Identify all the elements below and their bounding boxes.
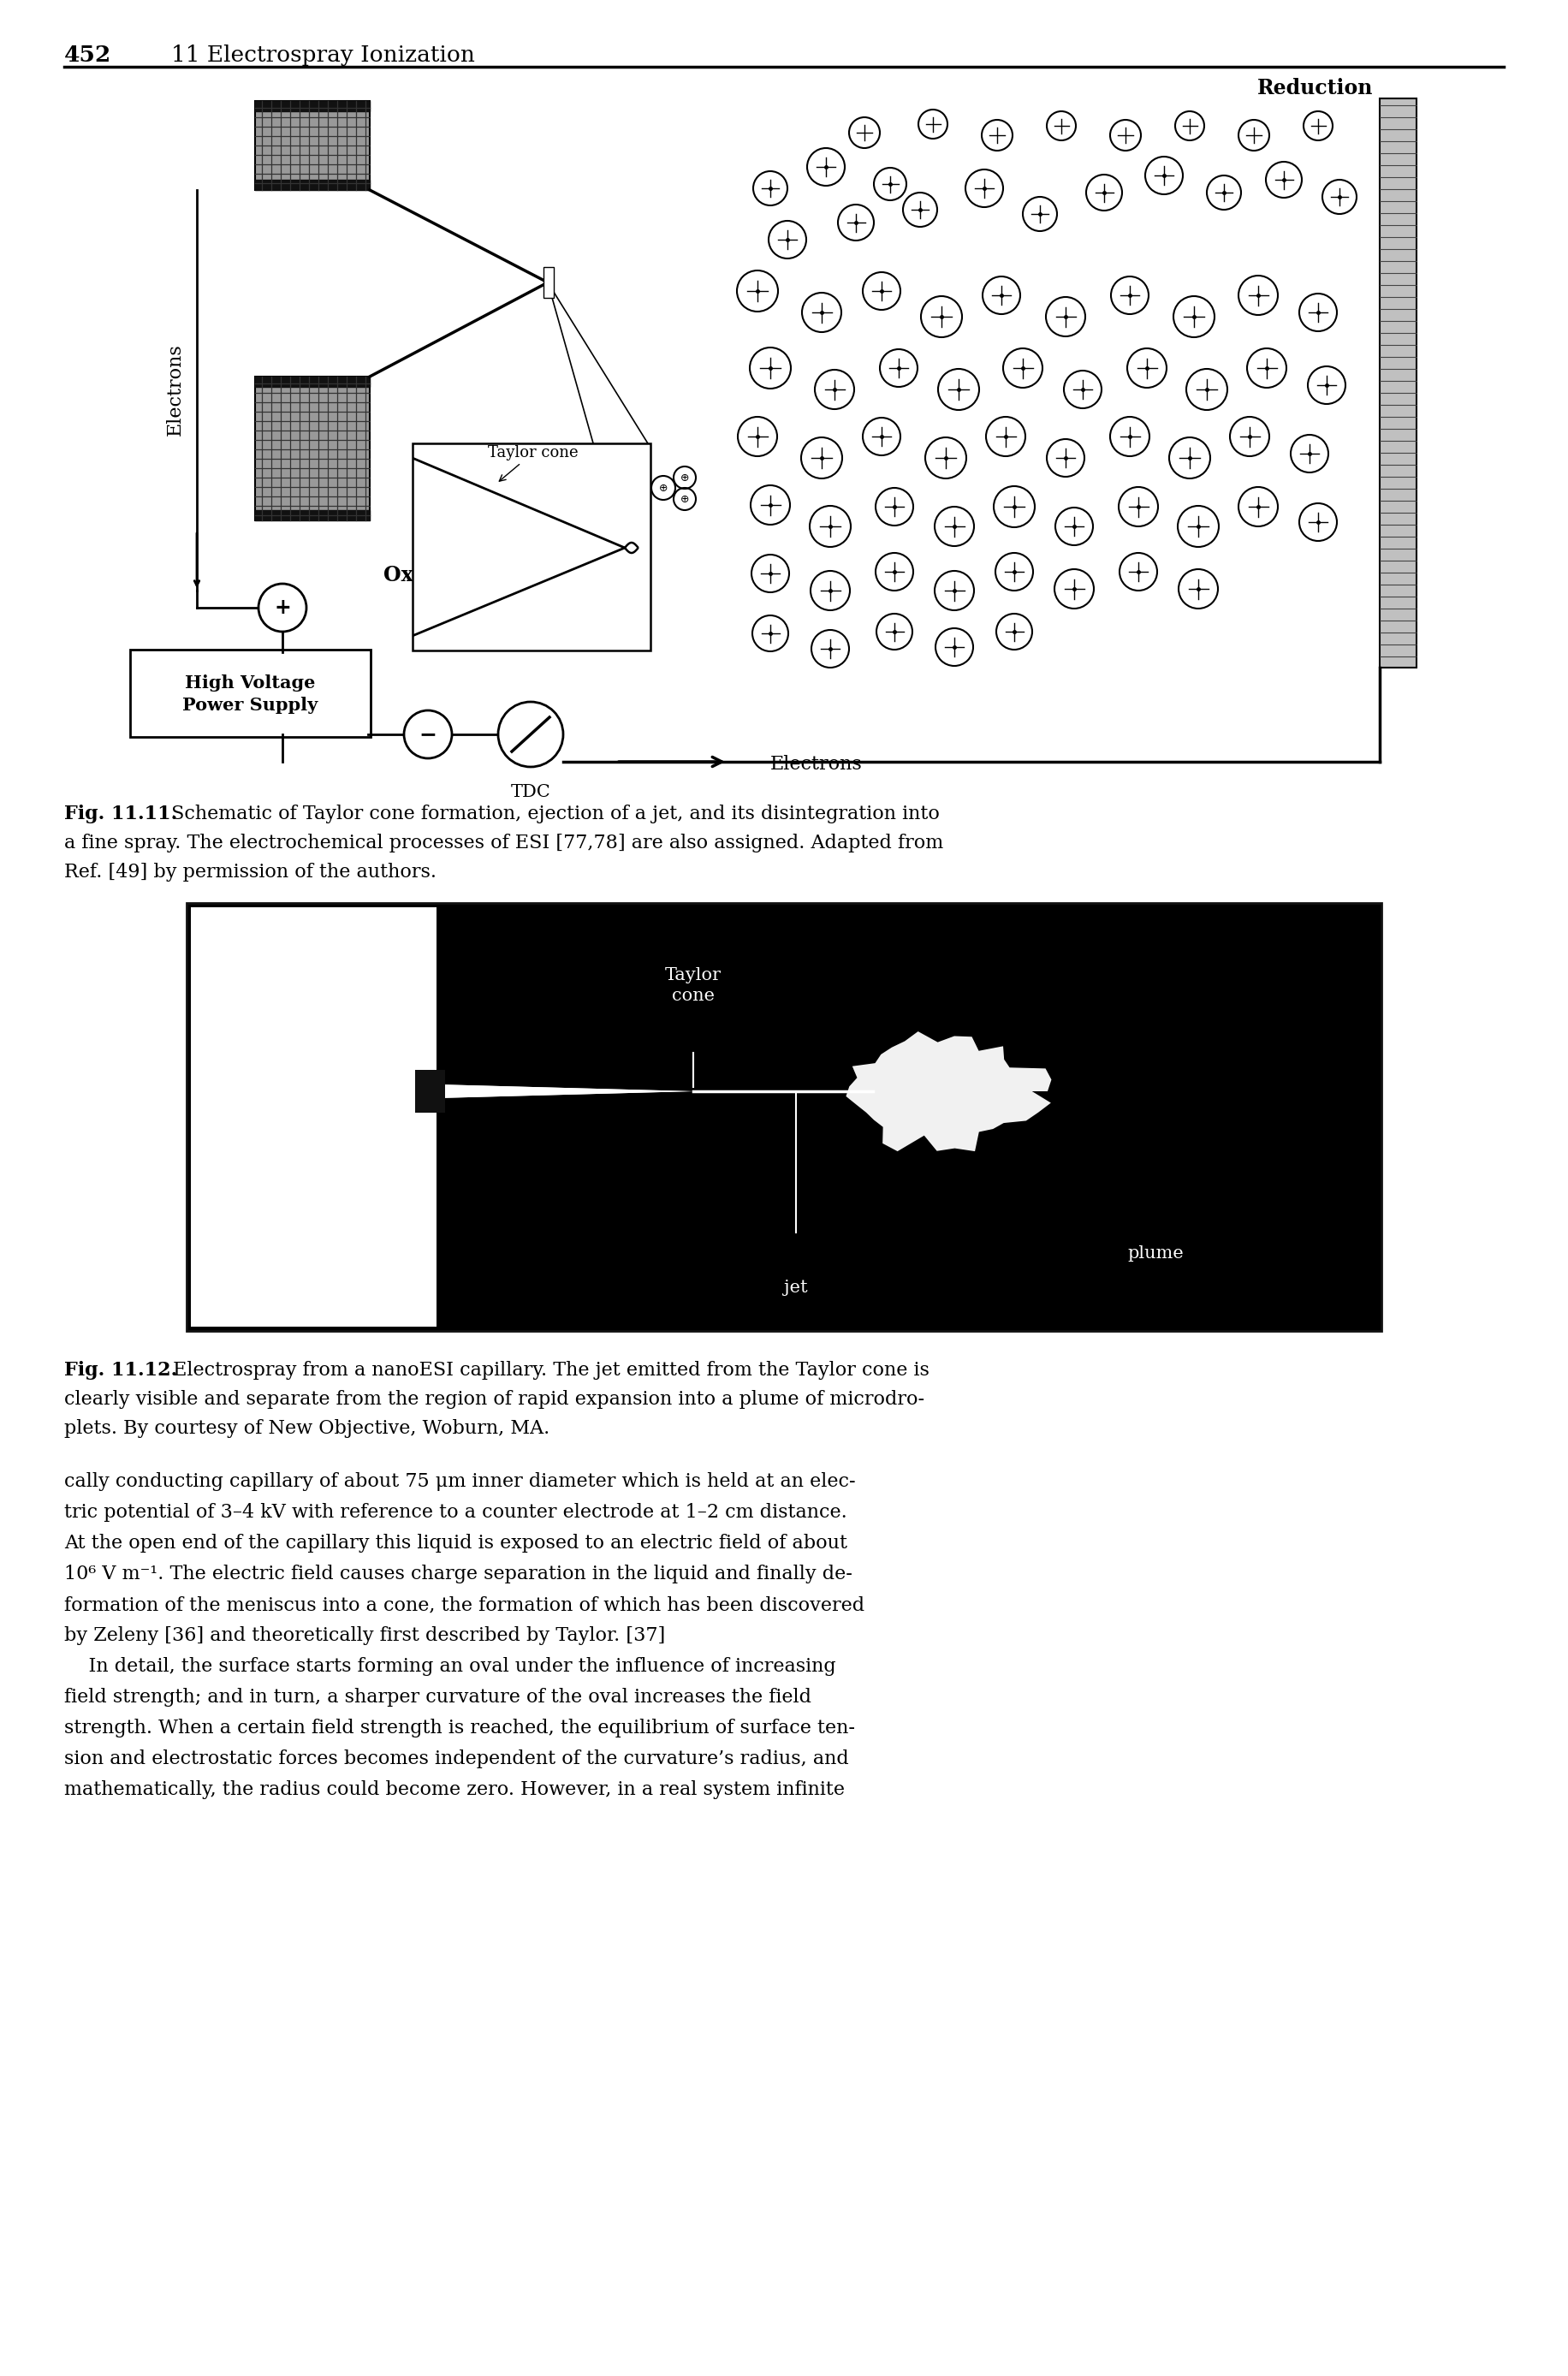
Text: ⊕: ⊕ [659, 482, 668, 494]
FancyBboxPatch shape [1380, 97, 1416, 668]
Text: ⊕: ⊕ [681, 494, 690, 504]
Polygon shape [436, 1083, 693, 1098]
Text: Power Supply: Power Supply [182, 696, 318, 715]
Text: Schematic of Taylor cone formation, ejection of a jet, and its disintegration in: Schematic of Taylor cone formation, ejec… [165, 805, 939, 824]
FancyBboxPatch shape [544, 266, 554, 297]
Text: tric potential of 3–4 kV with reference to a counter electrode at 1–2 cm distanc: tric potential of 3–4 kV with reference … [64, 1504, 847, 1521]
Text: strength. When a certain field strength is reached, the equilibrium of surface t: strength. When a certain field strength … [64, 1718, 855, 1737]
Circle shape [405, 710, 452, 758]
Text: clearly visible and separate from the region of rapid expansion into a plume of : clearly visible and separate from the re… [64, 1390, 925, 1409]
Text: cally conducting capillary of about 75 μm inner diameter which is held at an ele: cally conducting capillary of about 75 μ… [64, 1473, 856, 1492]
Polygon shape [191, 1091, 693, 1326]
FancyBboxPatch shape [416, 1069, 445, 1112]
Text: needle tip: needle tip [314, 1281, 405, 1295]
Text: field strength; and in turn, a sharper curvature of the oval increases the field: field strength; and in turn, a sharper c… [64, 1687, 811, 1706]
Text: 452: 452 [64, 45, 111, 67]
Text: +: + [274, 596, 292, 618]
Text: Fig. 11.11.: Fig. 11.11. [64, 805, 177, 824]
Text: plume: plume [1127, 1245, 1184, 1262]
Polygon shape [191, 908, 693, 1091]
Text: mathematically, the radius could become zero. However, in a real system infinite: mathematically, the radius could become … [64, 1780, 845, 1799]
Circle shape [259, 584, 306, 632]
Text: Oxidation: Oxidation [384, 565, 494, 584]
Text: plets. By courtesy of New Objective, Woburn, MA.: plets. By courtesy of New Objective, Wob… [64, 1418, 550, 1437]
Text: −: − [419, 725, 437, 744]
Text: Taylor cone: Taylor cone [488, 444, 579, 482]
Text: TDC: TDC [511, 784, 550, 801]
FancyBboxPatch shape [256, 378, 370, 520]
Text: Electrons: Electrons [166, 342, 185, 435]
Text: ⊕: ⊕ [681, 473, 690, 482]
Text: Ref. [49] by permission of the authors.: Ref. [49] by permission of the authors. [64, 862, 436, 881]
Polygon shape [847, 1031, 1052, 1152]
FancyBboxPatch shape [191, 1079, 436, 1102]
Text: At the open end of the capillary this liquid is exposed to an electric field of : At the open end of the capillary this li… [64, 1535, 847, 1552]
Text: sion and electrostatic forces becomes independent of the curvature’s radius, and: sion and electrostatic forces becomes in… [64, 1749, 848, 1768]
Text: Electrons: Electrons [770, 756, 862, 775]
Text: Reduction: Reduction [1258, 78, 1374, 97]
FancyBboxPatch shape [412, 444, 651, 651]
Text: In detail, the surface starts forming an oval under the influence of increasing: In detail, the surface starts forming an… [64, 1656, 836, 1675]
Text: Electrospray from a nanoESI capillary. The jet emitted from the Taylor cone is: Electrospray from a nanoESI capillary. T… [166, 1361, 930, 1380]
Text: jet: jet [784, 1281, 808, 1295]
Text: Taylor
cone: Taylor cone [665, 967, 721, 1003]
FancyBboxPatch shape [256, 102, 370, 190]
Text: 10⁶ V m⁻¹. The electric field causes charge separation in the liquid and finally: 10⁶ V m⁻¹. The electric field causes cha… [64, 1566, 853, 1582]
Text: by Zeleny [36] and theoretically first described by Taylor. [37]: by Zeleny [36] and theoretically first d… [64, 1625, 665, 1644]
Text: formation of the meniscus into a cone, the formation of which has been discovere: formation of the meniscus into a cone, t… [64, 1594, 864, 1613]
FancyBboxPatch shape [187, 903, 1381, 1331]
Text: Fig. 11.12.: Fig. 11.12. [64, 1361, 177, 1380]
Circle shape [499, 701, 563, 767]
Text: 11 Electrospray Ionization: 11 Electrospray Ionization [171, 45, 475, 67]
Text: a fine spray. The electrochemical processes of ESI [77,78] are also assigned. Ad: a fine spray. The electrochemical proces… [64, 834, 944, 853]
Text: High Voltage: High Voltage [185, 675, 315, 691]
FancyBboxPatch shape [130, 649, 370, 737]
